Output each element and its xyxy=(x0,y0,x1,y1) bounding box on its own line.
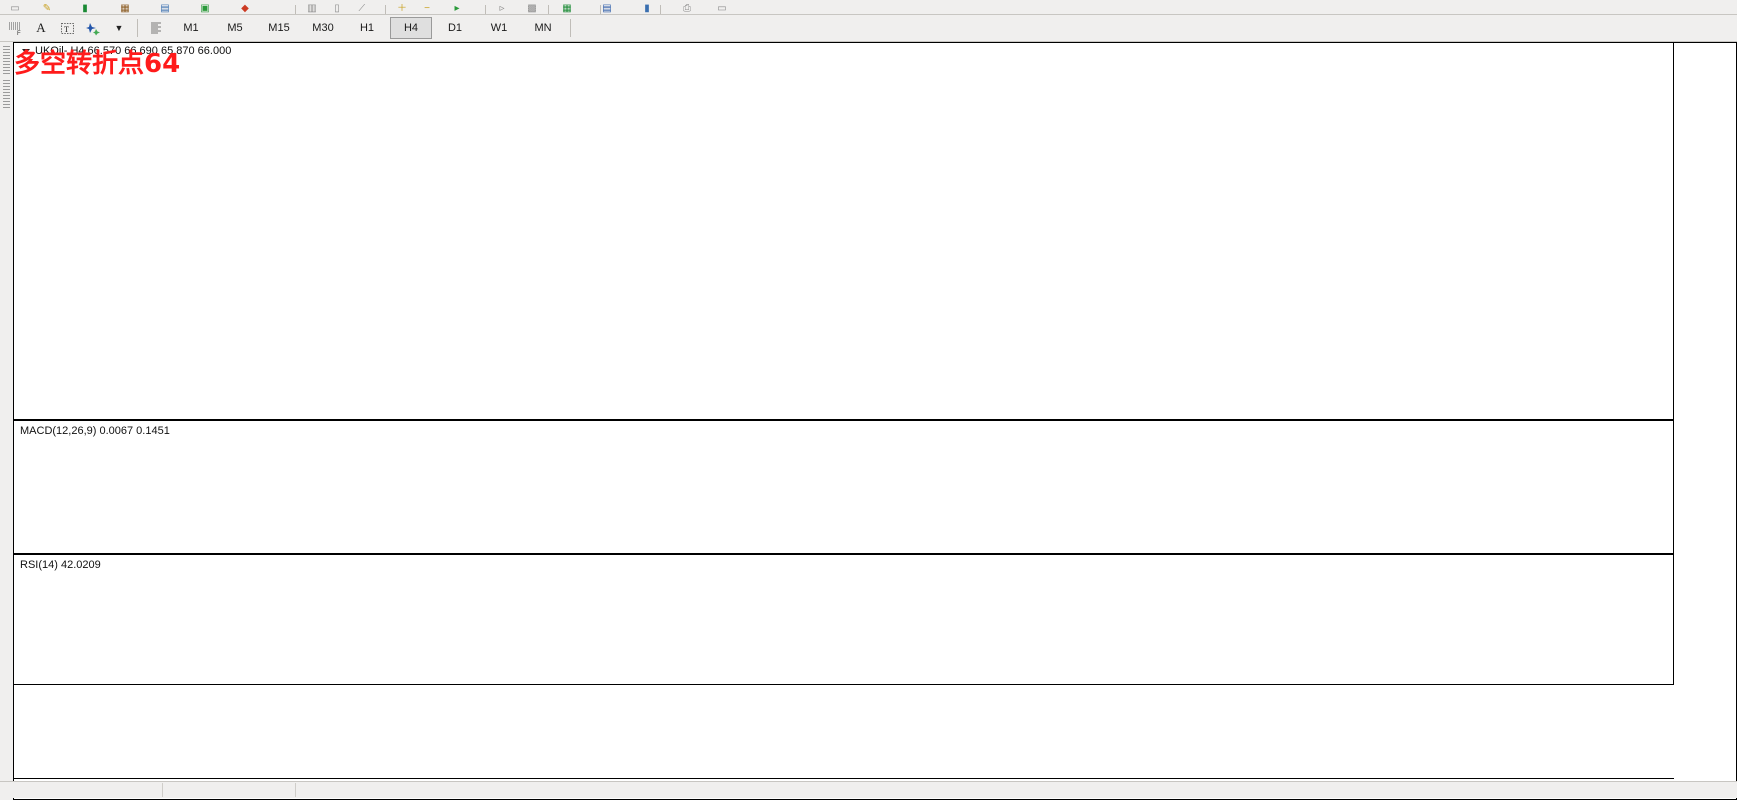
timeframe-button-m1[interactable]: M1 xyxy=(170,17,212,39)
text-label-icon[interactable]: A xyxy=(29,16,53,40)
timeframe-button-mn[interactable]: MN xyxy=(522,17,564,39)
drawing-tools-icon[interactable] xyxy=(81,16,105,40)
chart-annotation-text: 多空转折点64 xyxy=(14,43,180,80)
timeframe-button-w1[interactable]: W1 xyxy=(478,17,520,39)
status-cell-1 xyxy=(0,783,163,797)
price-candlestick-canvas xyxy=(14,43,1736,419)
top-toolbar[interactable]: ▭✎▮▦▤▣◆▥▯⟋＋−▸▹▩▦▤▮⎙▭ xyxy=(0,0,1737,15)
rail-grip-icon[interactable] xyxy=(3,46,10,76)
status-cell-3 xyxy=(296,783,1737,797)
rsi-canvas xyxy=(14,557,1736,684)
left-toolbar-rail[interactable] xyxy=(0,42,14,800)
macd-label: MACD(12,26,9) 0.0067 0.1451 xyxy=(20,425,170,437)
rsi-pane[interactable]: RSI(14) 42.0209 xyxy=(14,557,1736,685)
timeframe-list-icon[interactable] xyxy=(144,16,168,40)
price-axis[interactable] xyxy=(1673,43,1736,685)
price-pane[interactable]: UKOil-,H4 66.570 66.690 65.870 66.000 多空… xyxy=(14,43,1736,421)
timeframe-button-m15[interactable]: M15 xyxy=(258,17,300,39)
chart-container[interactable]: UKOil-,H4 66.570 66.690 65.870 66.000 多空… xyxy=(13,42,1737,800)
toolbar-separator-2 xyxy=(570,19,571,37)
timeframe-button-h1[interactable]: H1 xyxy=(346,17,388,39)
timeframe-button-d1[interactable]: D1 xyxy=(434,17,476,39)
crosshair-icon[interactable]: F xyxy=(3,16,27,40)
status-bar xyxy=(0,781,1737,798)
text-object-icon[interactable]: T xyxy=(55,16,79,40)
macd-pane[interactable]: MACD(12,26,9) 0.0067 0.1451 xyxy=(14,423,1736,555)
svg-text:F: F xyxy=(17,31,21,36)
rail-grip-icon-2[interactable] xyxy=(3,80,10,110)
timeframe-button-m5[interactable]: M5 xyxy=(214,17,256,39)
macd-canvas xyxy=(14,423,1736,553)
toolbar-separator xyxy=(137,19,138,37)
status-cell-2 xyxy=(163,783,296,797)
chart-workspace: UKOil-,H4 66.570 66.690 65.870 66.000 多空… xyxy=(0,42,1737,800)
drawing-dropdown-icon[interactable]: ▼ xyxy=(107,16,131,40)
rsi-label: RSI(14) 42.0209 xyxy=(20,559,101,571)
svg-text:T: T xyxy=(64,25,69,34)
timeframe-button-h4[interactable]: H4 xyxy=(390,17,432,39)
timeframe-button-m30[interactable]: M30 xyxy=(302,17,344,39)
